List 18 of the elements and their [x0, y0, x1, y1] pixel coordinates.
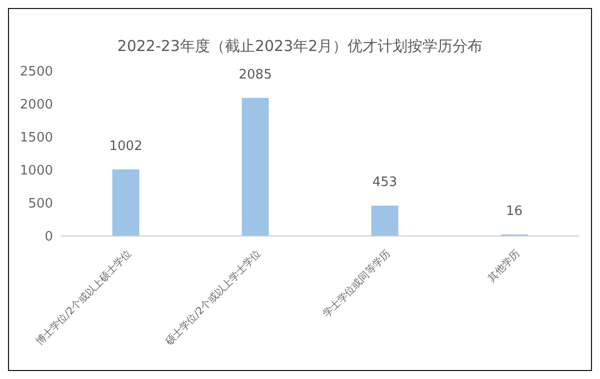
data-label: 1002 — [109, 138, 142, 154]
chart-title: 2022-23年度（截止2023年2月）优才计划按学历分布 — [116, 37, 484, 56]
x-tick-label: 硕士学位/2个或以上学士学位 — [162, 248, 264, 349]
y-tick-label: 2500 — [20, 64, 53, 80]
data-label: 453 — [372, 175, 398, 190]
y-tick-label: 2000 — [20, 98, 53, 113]
data-label: 16 — [506, 204, 523, 219]
bar — [112, 169, 140, 236]
y-tick-label: 500 — [28, 196, 53, 212]
bar — [242, 98, 269, 236]
x-tick-label: 学士学位或同等学历 — [320, 248, 393, 320]
bar — [371, 206, 398, 236]
y-tick-label: 1500 — [20, 130, 53, 146]
y-tick-label: 1000 — [20, 164, 53, 179]
y-tick-label: 0 — [44, 230, 53, 245]
x-tick-label: 其他学历 — [486, 248, 522, 284]
data-label: 2085 — [238, 67, 272, 82]
x-tick-label: 博士学位/2个或以上硕士学位 — [34, 248, 134, 348]
